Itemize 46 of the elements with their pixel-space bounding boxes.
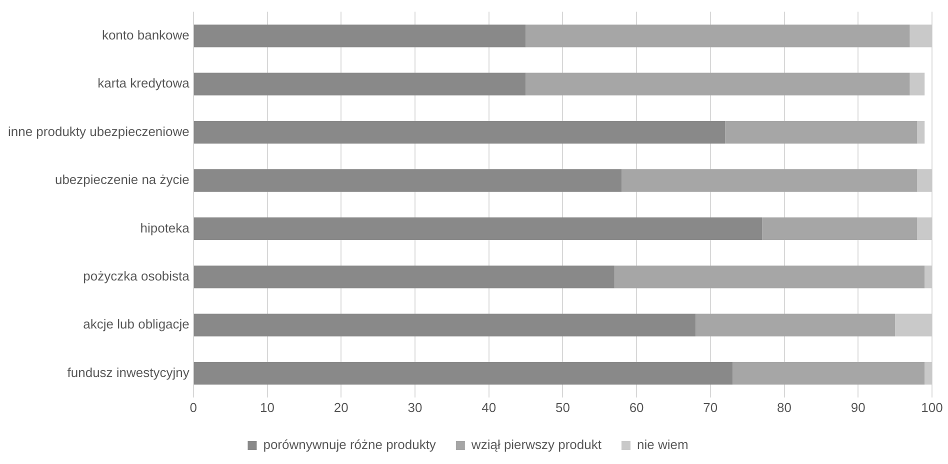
x-tick-label: 20 (334, 400, 348, 415)
bar (910, 24, 932, 48)
bar (622, 169, 918, 192)
x-tick-label: 10 (260, 400, 274, 415)
y-tick-label: pożyczka osobista (83, 268, 190, 284)
x-tick-label: 90 (850, 400, 866, 415)
bar (194, 72, 526, 96)
x-tick-label: 60 (629, 400, 644, 415)
bar (194, 362, 733, 385)
bar (732, 362, 925, 385)
legend-label: porównywnuje różne produkty (263, 437, 436, 452)
bar (526, 24, 910, 48)
x-tick-label: 100 (921, 400, 943, 415)
bar (917, 217, 932, 240)
bar (194, 314, 696, 336)
x-tick-label: 40 (482, 400, 496, 415)
bar (910, 72, 925, 96)
y-tick-label: konto bankowe (102, 27, 190, 42)
x-tick-label: 70 (703, 400, 718, 415)
bar (194, 169, 622, 192)
y-tick-label: karta kredytowa (98, 76, 190, 91)
x-tick-label: 30 (408, 400, 422, 415)
y-tick-label: hipoteka (140, 220, 190, 236)
legend-label: nie wiem (636, 437, 688, 452)
bar (725, 120, 918, 144)
y-tick-label: inne produkty ubezpieczeniowe (8, 124, 190, 139)
bar (924, 362, 932, 385)
x-tick-label: 50 (555, 400, 570, 415)
bar (194, 24, 526, 48)
bar (194, 266, 614, 288)
bar (696, 314, 896, 336)
y-tick-label: ubezpieczenie na życie (54, 172, 190, 188)
bar (917, 120, 925, 144)
x-tick-label: 0 (190, 400, 198, 415)
bar (614, 266, 925, 288)
legend-label: wziął pierwszy produkt (470, 437, 602, 452)
bar (762, 217, 918, 240)
y-tick-label: akcje lub obligacje (83, 316, 190, 332)
bar (924, 266, 932, 288)
bar (194, 217, 762, 240)
x-tick-label: 80 (777, 400, 792, 415)
y-tick-label: fundusz inwestycyjny (67, 364, 190, 380)
bar (895, 314, 932, 336)
bar (917, 169, 932, 192)
bar (526, 72, 910, 96)
bar (194, 120, 726, 144)
